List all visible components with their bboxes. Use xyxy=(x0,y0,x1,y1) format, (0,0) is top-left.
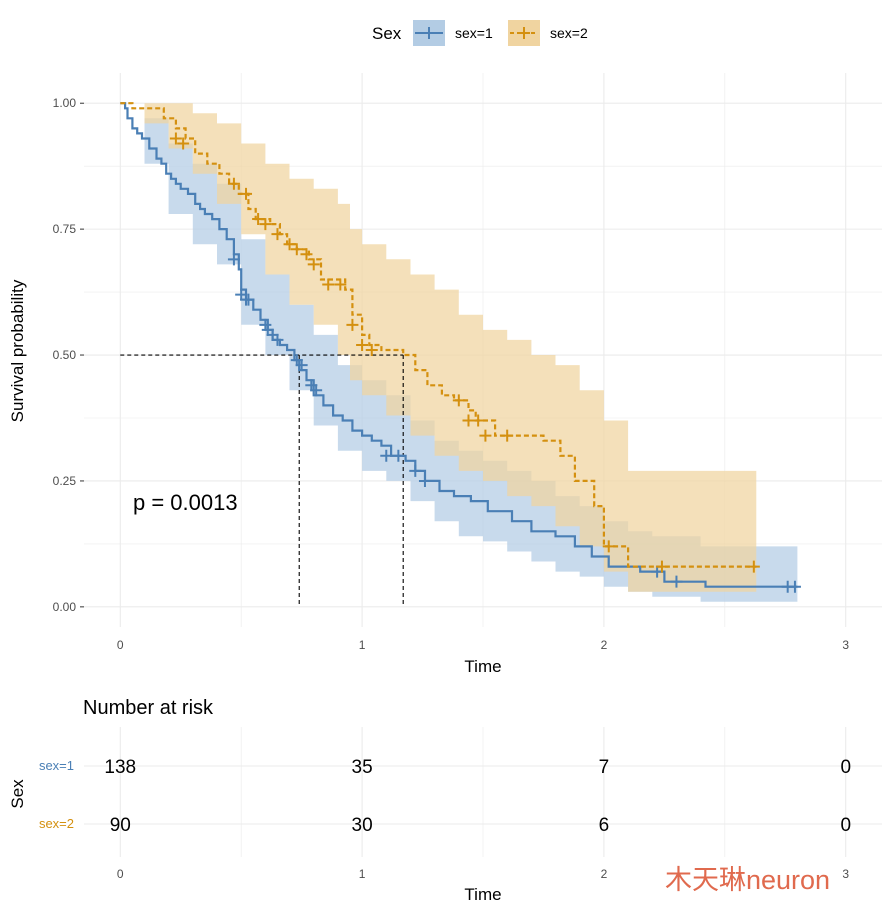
censor-mark-sex1 xyxy=(380,449,393,462)
risk-table-grid xyxy=(84,727,882,857)
risk-x-tick-label: 3 xyxy=(842,867,849,881)
x-tick-label: 1 xyxy=(359,638,366,652)
survival-curve-sex2 xyxy=(120,102,757,568)
risk-row-label-sex2: sex=2 xyxy=(39,816,74,831)
censor-mark-sex2 xyxy=(290,243,303,256)
censor-mark-sex2 xyxy=(346,318,359,331)
x-axis-title: Time xyxy=(464,657,501,676)
censor-mark-sex2 xyxy=(169,132,182,145)
y-axis-ticks: 0.00 0.25 0.50 0.75 1.00 xyxy=(53,96,84,614)
censor-mark-sex2 xyxy=(322,278,335,291)
censor-mark-sex2 xyxy=(271,228,284,241)
censor-mark-sex1 xyxy=(271,333,284,346)
y-tick-label: 0.25 xyxy=(53,474,77,488)
censor-mark-sex2 xyxy=(501,429,514,442)
legend-key-sex2-censor-icon xyxy=(518,27,530,39)
censor-mark-sex2 xyxy=(307,258,320,271)
risk-cell-sex2: 30 xyxy=(352,815,373,836)
risk-table-y-title: Sex xyxy=(8,779,27,809)
x-tick-label: 2 xyxy=(601,638,608,652)
legend-item-sex2[interactable]: sex=2 xyxy=(508,20,588,46)
censor-mark-sex1 xyxy=(670,575,683,588)
censor-mark-sex2 xyxy=(259,218,272,231)
censor-mark-sex2 xyxy=(747,560,760,573)
risk-cell-sex1: 138 xyxy=(104,757,136,778)
censor-mark-sex2 xyxy=(300,248,313,261)
legend: Sex sex=1 sex=2 xyxy=(372,20,588,46)
censor-mark-sex2 xyxy=(472,414,485,427)
y-axis-title: Survival probability xyxy=(8,279,27,422)
censor-mark-sex2 xyxy=(252,213,265,226)
censor-mark-sex1 xyxy=(409,464,422,477)
censor-mark-sex2 xyxy=(452,394,465,407)
x-tick-label: 0 xyxy=(117,638,124,652)
censor-mark-sex1 xyxy=(310,384,323,397)
y-tick-label: 0.00 xyxy=(53,600,77,614)
confidence-bands xyxy=(120,103,798,602)
risk-cell-sex2: 90 xyxy=(110,815,131,836)
risk-x-tick-label: 1 xyxy=(359,867,366,881)
censor-mark-sex1 xyxy=(242,293,255,306)
risk-x-tick-label: 0 xyxy=(117,867,124,881)
x-tick-label: 3 xyxy=(842,638,849,652)
x-axis-ticks: 0 1 2 3 xyxy=(117,638,849,652)
legend-title: Sex xyxy=(372,24,402,43)
censor-mark-sex1 xyxy=(392,449,405,462)
censor-mark-sex2 xyxy=(177,137,190,150)
risk-x-tick-label: 2 xyxy=(601,867,608,881)
censor-mark-sex1 xyxy=(259,318,272,331)
legend-key-sex1-censor-icon xyxy=(423,27,435,39)
y-tick-label: 0.50 xyxy=(53,348,77,362)
censor-mark-sex1 xyxy=(227,253,240,266)
risk-table-x-title: Time xyxy=(464,885,501,904)
risk-table-x-ticks: 0 1 2 3 xyxy=(117,867,849,881)
censor-mark-sex1 xyxy=(788,580,801,593)
censor-mark-sex2 xyxy=(227,177,240,190)
risk-row-label-sex1: sex=1 xyxy=(39,758,74,773)
legend-item-sex1[interactable]: sex=1 xyxy=(413,20,493,46)
legend-label-sex1: sex=1 xyxy=(455,25,493,41)
survival-curve-sex1 xyxy=(120,102,798,588)
censor-mark-sex2 xyxy=(602,540,615,553)
censor-mark-sex2 xyxy=(240,187,253,200)
censor-mark-sex2 xyxy=(283,238,296,251)
censor-mark-sex2 xyxy=(479,429,492,442)
survival-curves xyxy=(120,102,798,588)
censor-mark-sex2 xyxy=(334,278,347,291)
p-value-annotation: p = 0.0013 xyxy=(133,490,238,515)
median-survival-lines xyxy=(120,354,404,607)
censor-mark-sex2 xyxy=(356,338,369,351)
legend-label-sex2: sex=2 xyxy=(550,25,588,41)
censor-marks xyxy=(169,132,801,593)
risk-cell-sex2: 6 xyxy=(599,815,610,836)
watermark: 木天琳neuron xyxy=(665,865,830,895)
risk-cell-sex2: 0 xyxy=(840,815,851,836)
y-tick-label: 1.00 xyxy=(53,96,77,110)
censor-mark-sex1 xyxy=(418,474,431,487)
risk-table-cells: sex=1 138 35 7 0 sex=2 90 30 6 0 xyxy=(39,757,851,836)
censor-mark-sex1 xyxy=(295,359,308,372)
censor-mark-sex2 xyxy=(655,560,668,573)
y-tick-label: 0.75 xyxy=(53,222,77,236)
survival-plot: 0.00 0.25 0.50 0.75 1.00 0 1 2 3 p = 0.0013 Tim… xyxy=(8,73,882,676)
risk-cell-sex1: 35 xyxy=(352,757,373,778)
censor-mark-sex2 xyxy=(365,344,378,356)
risk-cell-sex1: 0 xyxy=(840,757,851,778)
risk-cell-sex1: 7 xyxy=(599,757,610,778)
risk-table-title: Number at risk xyxy=(83,697,214,719)
